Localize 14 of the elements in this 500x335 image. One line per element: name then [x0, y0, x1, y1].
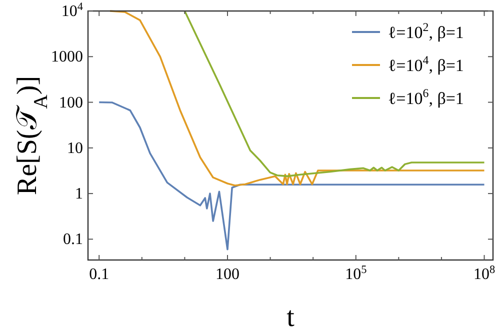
y-tick-label: 100 — [59, 94, 83, 112]
x-tick-label: 0.1 — [89, 266, 110, 283]
y-tick-label: 10 — [67, 140, 83, 157]
x-tick-label: 100 — [215, 266, 240, 283]
legend-label: ℓ=10$^{6}$, β=1 — [388, 86, 464, 108]
legend-label: ℓ=10$^{4}$, β=1 — [388, 53, 464, 75]
y-tick-label: 1000 — [51, 48, 83, 66]
legend-label: ℓ=10$^{2}$, β=1 — [388, 20, 464, 42]
y-tick-label: 1 — [75, 186, 83, 203]
x-tick-label: 10$^{8}$ — [473, 264, 496, 283]
y-tick-label: 10$^{4}$ — [61, 1, 84, 20]
y-tick-label: 0.1 — [63, 231, 83, 248]
x-tick-label: 10$^{5}$ — [345, 264, 368, 283]
x-axis-title: t — [286, 302, 295, 333]
